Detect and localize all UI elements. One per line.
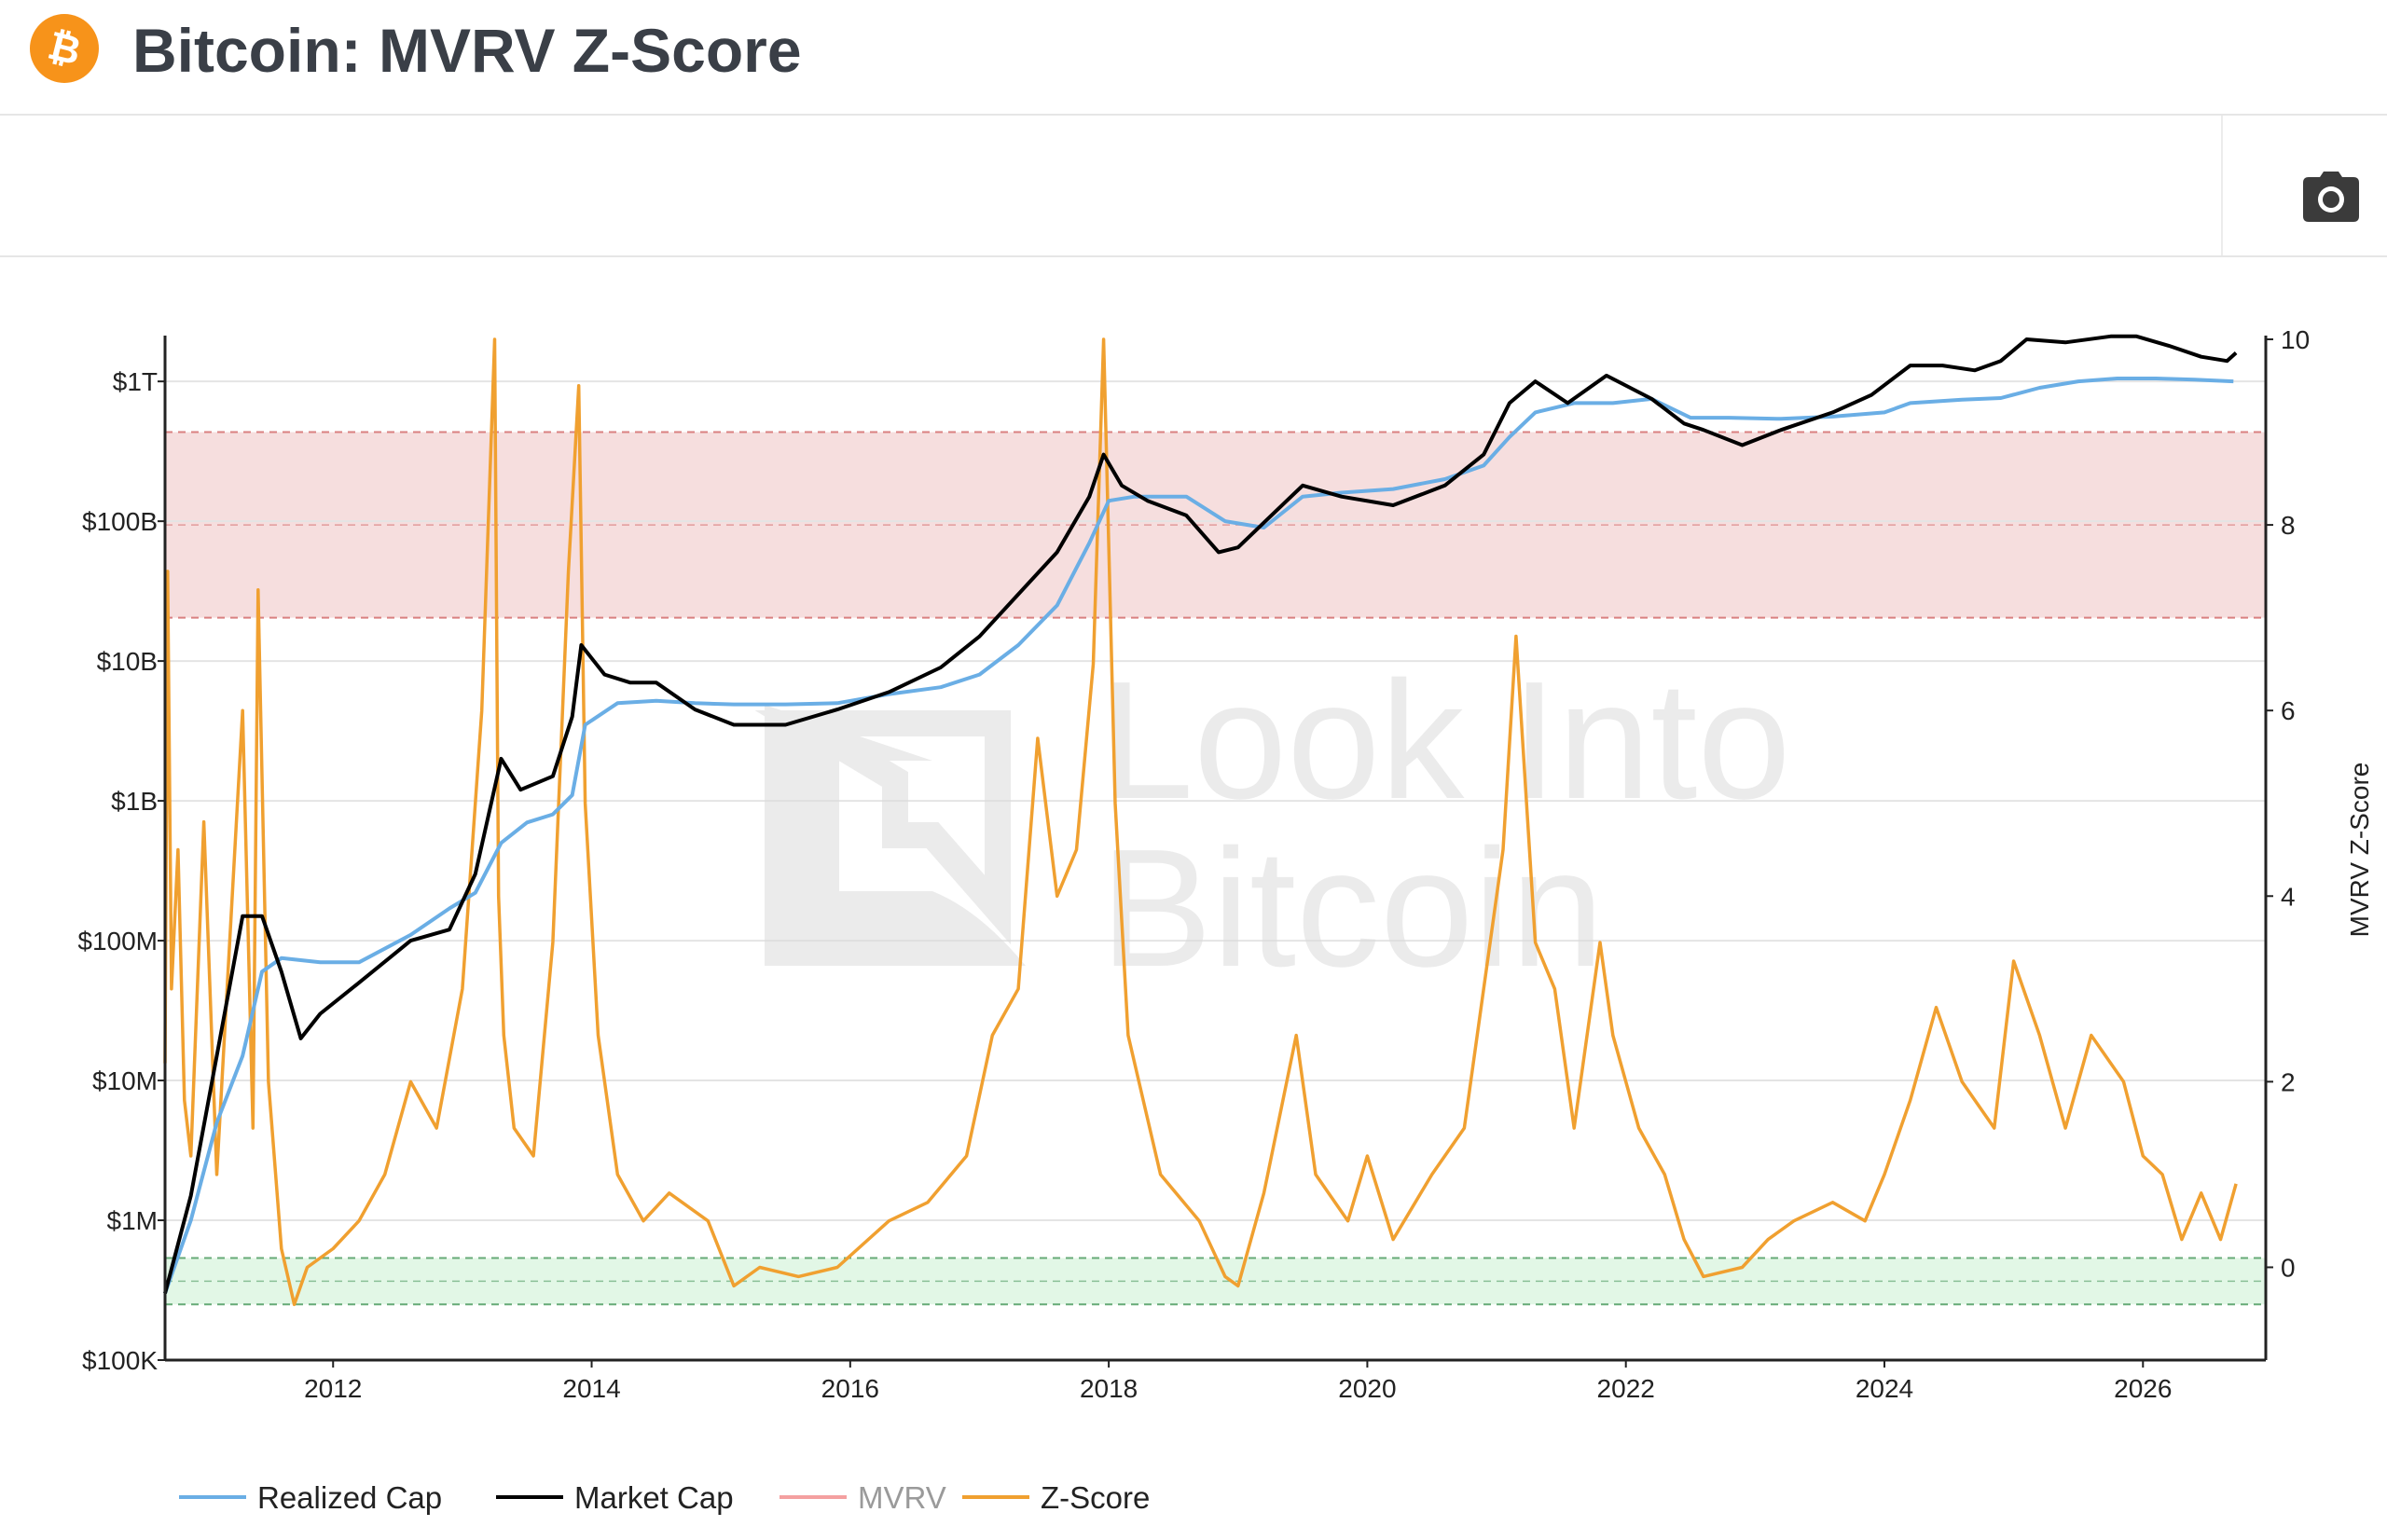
- x-tick-label: 2020: [1338, 1374, 1396, 1403]
- watermark-line2: Bitcoin: [1100, 815, 1604, 1002]
- camera-icon[interactable]: [2303, 172, 2359, 222]
- bitcoin-logo-icon: ₿: [30, 14, 99, 83]
- toolbar-divider: [2221, 116, 2223, 255]
- x-tick-label: 2018: [1080, 1374, 1138, 1403]
- legend-item-mvrv: MVRV: [780, 1480, 946, 1515]
- y-left-tick-label: $1T: [113, 367, 158, 396]
- y-left-tick-label: $1M: [107, 1206, 158, 1235]
- mvrv-zscore-chart: Look Into Bitcoin $100K$1M$10M$100M$1B$1…: [77, 325, 2374, 1515]
- y-left-tick-label: $100M: [77, 927, 158, 956]
- chart-toolbar: [0, 116, 2387, 257]
- y-right-tick-label: 4: [2281, 882, 2296, 911]
- legend-item-realized-cap: Realized Cap: [179, 1480, 442, 1515]
- watermark-line1: Look Into: [1100, 647, 1791, 834]
- legend-label: MVRV: [858, 1480, 946, 1515]
- x-tick-label: 2016: [821, 1374, 879, 1403]
- series-realized-cap: [163, 377, 2234, 1295]
- legend-label: Realized Cap: [257, 1480, 442, 1515]
- y-right-tick-label: 2: [2281, 1067, 2296, 1096]
- series-market-cap: [163, 334, 2238, 1294]
- x-tick-label: 2022: [1597, 1374, 1655, 1403]
- x-tick-label: 2012: [304, 1374, 362, 1403]
- zone-bands: [165, 431, 2266, 1306]
- page-header: ₿ Bitcoin: MVRV Z-Score: [0, 0, 2387, 116]
- y-right-tick-label: 6: [2281, 696, 2296, 725]
- series-lines: [163, 334, 2238, 1307]
- y-left-tick-label: $1B: [111, 787, 158, 816]
- legend-item-z-score: Z-Score: [962, 1480, 1150, 1515]
- y-left-tick-label: $100B: [82, 507, 158, 536]
- y-right-tick-label: 8: [2281, 511, 2296, 540]
- legend: Realized Cap Market Cap MVRV Z-Score: [179, 1480, 1150, 1515]
- x-tick-label: 2014: [562, 1374, 620, 1403]
- page-title: Bitcoin: MVRV Z-Score: [132, 16, 802, 85]
- y-left-tick-label: $10M: [92, 1066, 158, 1095]
- axes: $100K $1M $10M $100M $1B $10B $100B $1T 0 2 4 6 8 10 2…: [77, 325, 2374, 1403]
- y-left-tick-label: $10B: [97, 647, 158, 676]
- series-z-score: [163, 337, 2238, 1307]
- legend-label: Z-Score: [1041, 1480, 1150, 1515]
- watermark: Look Into Bitcoin: [754, 647, 1791, 1002]
- legend-item-market-cap: Market Cap: [496, 1480, 734, 1515]
- legend-label: Market Cap: [574, 1480, 734, 1515]
- y-left-tick-label: $100K: [82, 1346, 158, 1375]
- y-right-tick-label: 0: [2281, 1253, 2296, 1282]
- x-tick-label: 2024: [1856, 1374, 1913, 1403]
- y-right-axis-title: MVRV Z-Score: [2345, 763, 2374, 938]
- y-right-tick-label: 10: [2281, 325, 2310, 354]
- x-tick-label: 2026: [2114, 1374, 2172, 1403]
